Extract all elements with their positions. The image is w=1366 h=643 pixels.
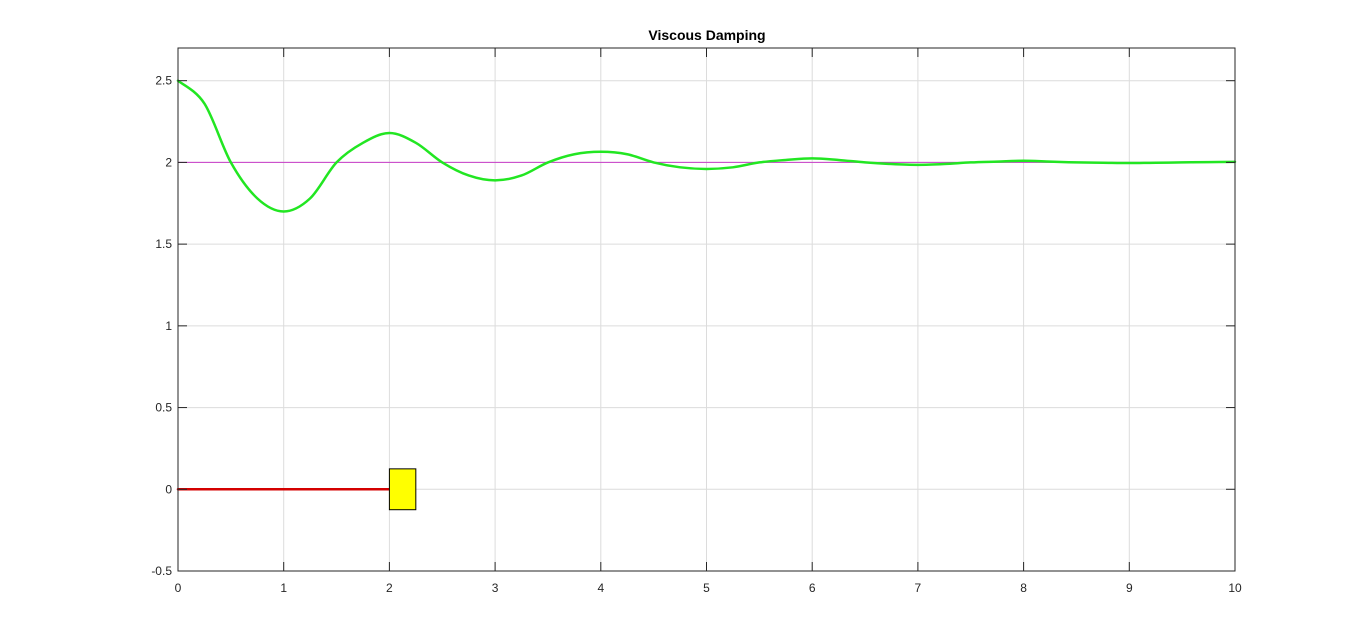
plot-area (176, 79, 1237, 511)
y-tick-label: -0.5 (151, 564, 172, 578)
x-tick-label: 5 (703, 581, 710, 595)
x-tick-label: 10 (1228, 581, 1242, 595)
x-tick-label: 7 (915, 581, 922, 595)
x-tick-label: 0 (175, 581, 182, 595)
y-tick-label: 2 (165, 155, 172, 169)
y-tick-label: 2.5 (155, 74, 172, 88)
y-tick-label: 0 (165, 482, 172, 496)
y-tick-label: 0.5 (155, 401, 172, 415)
damped-response-line (176, 79, 1237, 213)
x-tick-label: 8 (1020, 581, 1027, 595)
x-tick-label: 2 (386, 581, 393, 595)
axes: 0 1 2 3 4 5 6 7 8 9 10-0.500.511.522.5 (151, 47, 1242, 595)
mass-block (388, 468, 417, 511)
x-tick-label: 3 (492, 581, 499, 595)
x-tick-label: 6 (809, 581, 816, 595)
x-tick-label: 4 (597, 581, 604, 595)
chart-title: Viscous Damping (648, 27, 765, 43)
x-tick-label: 9 (1126, 581, 1133, 595)
y-tick-label: 1.5 (155, 237, 172, 251)
x-tick-label: 1 (280, 581, 287, 595)
y-tick-label: 1 (165, 319, 172, 333)
